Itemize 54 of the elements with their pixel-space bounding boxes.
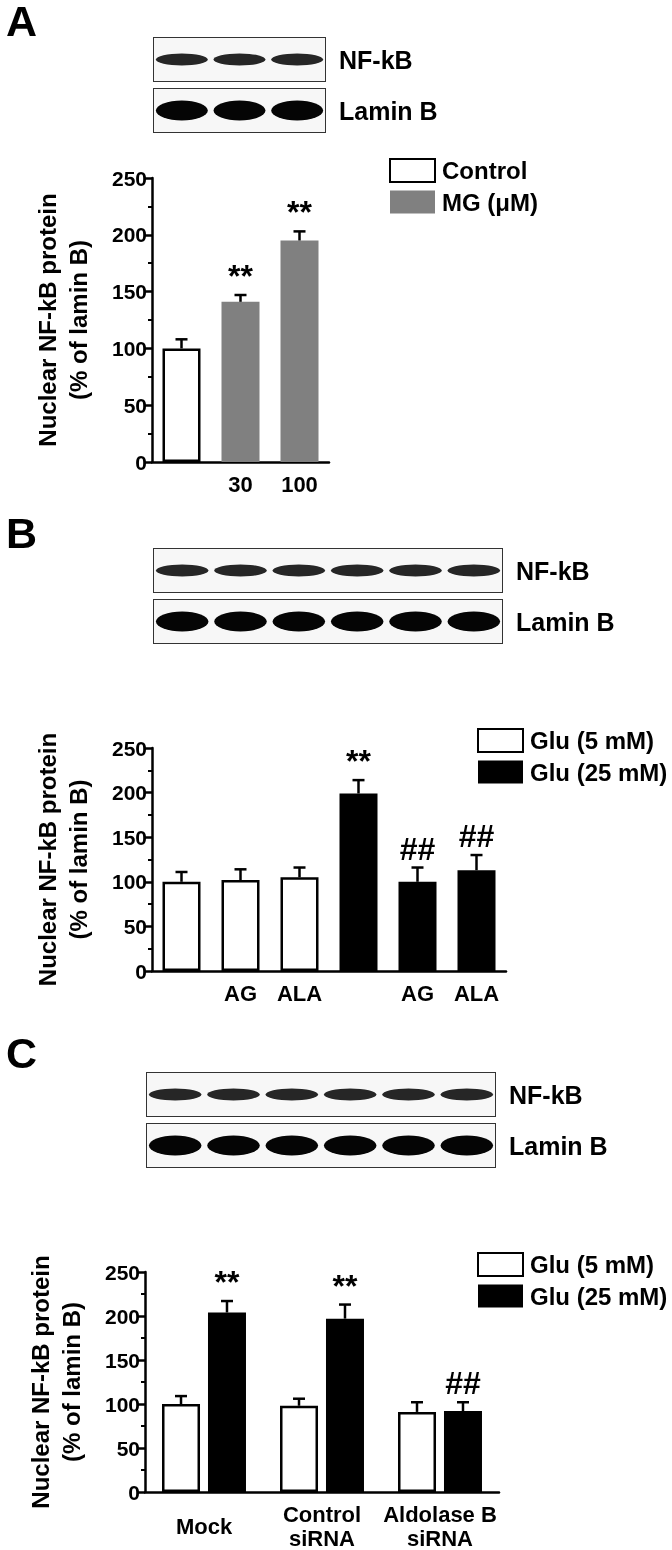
text: NF-kB (516, 556, 590, 585)
text: Lamin B (516, 607, 615, 636)
legend-label: Glu (5 mM) (530, 1251, 654, 1278)
bar (221, 301, 260, 462)
x-tick-label: 30 (228, 471, 253, 497)
y-tick-label: 100 (111, 336, 147, 360)
y-tick-label: 250 (111, 736, 147, 760)
y-tick-label: 150 (104, 1348, 140, 1372)
chart-title: B (6, 509, 38, 557)
y-tick-label: 0 (135, 450, 147, 474)
y-tick-label: 250 (104, 1260, 140, 1284)
data-label: ## (458, 818, 495, 855)
data-label: ## (399, 830, 436, 867)
y-tick-label: 100 (111, 870, 147, 894)
y-tick-label: 200 (111, 223, 147, 247)
bar (280, 240, 319, 462)
y-tick-label: 150 (111, 280, 147, 304)
data-label: ** (346, 743, 372, 780)
y-tick-label: 50 (116, 1436, 140, 1460)
y-tick-label: 100 (104, 1392, 140, 1416)
y-tick-label: 200 (104, 1304, 140, 1328)
x-tick-label: AG (401, 980, 434, 1006)
x-tick-label: Aldolase B siRNA (383, 1501, 497, 1550)
text: Lamin B (339, 96, 438, 125)
legend-label: Control (442, 157, 528, 184)
data-label: ** (332, 1267, 358, 1304)
y-axis-title: Nuclear NF-kB protein (% of lamin B) (34, 732, 92, 987)
y-axis-title: Nuclear NF-kB protein (% of lamin B) (27, 1255, 85, 1509)
y-tick-label: 0 (135, 959, 147, 983)
y-tick-label: 50 (123, 393, 147, 417)
x-tick-label: Mock (175, 1513, 233, 1539)
y-tick-label: 200 (111, 781, 147, 805)
chart-title: C (6, 1029, 38, 1077)
x-tick-label: ALA (453, 980, 500, 1006)
data-label: ## (445, 1365, 481, 1402)
y-tick-label: 250 (111, 166, 147, 190)
y-tick-label: 0 (128, 1480, 140, 1504)
text: NF-kB (339, 45, 413, 74)
y-tick-label: 150 (111, 825, 147, 849)
x-tick-label: ALA (276, 980, 323, 1006)
data-label: ** (287, 194, 313, 231)
legend-label: Glu (25 mM) (530, 758, 668, 786)
text: Lamin B (509, 1131, 608, 1160)
x-tick-label: Control siRNA (282, 1501, 362, 1550)
chart-title: A (6, 0, 38, 45)
y-tick-label: 50 (123, 914, 147, 938)
x-tick-label: AG (224, 980, 257, 1006)
legend-label: MG (μM) (442, 188, 538, 216)
legend-label: Glu (5 mM) (530, 727, 654, 754)
y-axis-title: Nuclear NF-kB protein (% of lamin B) (34, 193, 92, 447)
data-label: ** (228, 258, 254, 295)
legend-label: Glu (25 mM) (530, 1282, 668, 1310)
data-label: ** (214, 1264, 240, 1301)
text: NF-kB (509, 1080, 583, 1109)
